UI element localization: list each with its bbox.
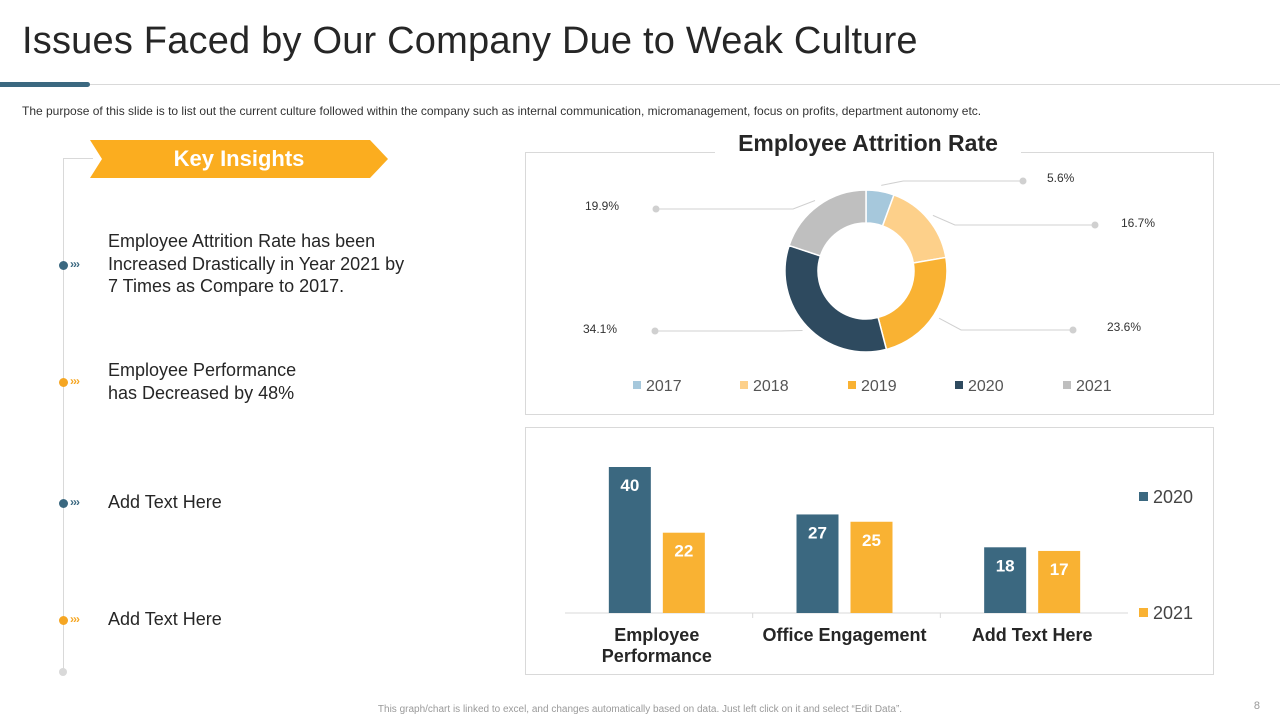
- legend-label: 2021: [1076, 378, 1112, 395]
- bar-value-label: 40: [620, 476, 639, 495]
- insight-1-line-3: 7 Times as Compare to 2017.: [108, 276, 345, 296]
- timeline-cap: [63, 158, 93, 159]
- legend-swatch: [740, 380, 748, 389]
- pie-label-2019: 23.6%: [1107, 320, 1142, 334]
- legend-swatch: [955, 380, 963, 389]
- insight-1-line-2: Increased Drastically in Year 2021 by: [108, 253, 405, 274]
- legend-label: 2020: [1153, 487, 1194, 507]
- attrition-chart-title: Employee Attrition Rate: [715, 130, 1021, 157]
- leader-dot-2017: [1019, 177, 1027, 185]
- bar-value-label: 17: [1050, 560, 1069, 579]
- bar-2021-1: [850, 521, 893, 613]
- category-label: Performance: [602, 646, 712, 666]
- legend-item-2021: 2021: [1063, 378, 1112, 396]
- category-label: Office Engagement: [762, 625, 926, 645]
- timeline-end-dot: [59, 668, 67, 676]
- donut-slice-2021: [788, 189, 867, 257]
- legend-swatch: [1139, 607, 1148, 617]
- bullet-dot: [59, 616, 68, 625]
- leader-dot-2021: [652, 205, 660, 213]
- leader-dot-2018: [1091, 221, 1099, 229]
- legend-item-2020: 2020: [955, 378, 1004, 396]
- leader-line-2018: [932, 214, 1095, 226]
- footnote: This graph/chart is linked to excel, and…: [377, 704, 903, 715]
- insight-1-line-1: Employee Attrition Rate has been: [108, 231, 376, 251]
- key-insights-title: Key Insights: [173, 146, 305, 171]
- attrition-donut-chart: [651, 177, 1099, 353]
- pie-label-2017: 5.6%: [1047, 171, 1075, 185]
- page-title: Issues Faced by Our Company Due to Weak …: [22, 20, 918, 62]
- legend-label: 2020: [968, 378, 1004, 395]
- bar-2020-0: [608, 467, 651, 613]
- title-divider: [90, 84, 1280, 85]
- bar-value-label: 25: [862, 531, 881, 550]
- pie-label-2018: 16.7%: [1121, 216, 1156, 230]
- chevron-icon: ›››: [70, 612, 80, 626]
- bar-value-label: 22: [674, 542, 693, 561]
- leader-dot-2020: [651, 327, 659, 335]
- page-subtitle: The purpose of this slide is to list out…: [22, 104, 982, 118]
- leader-line-2019: [938, 317, 1073, 331]
- insight-text-1: Employee Attrition Rate has been Increas…: [108, 230, 404, 298]
- pie-label-2020: 34.1%: [583, 322, 618, 336]
- bar-2020-1: [796, 514, 839, 613]
- legend-label: 2018: [753, 378, 789, 395]
- insight-2-line-1: Employee Performance: [108, 360, 297, 380]
- legend-swatch: [1063, 380, 1071, 389]
- bar-value-label: 18: [996, 556, 1015, 575]
- legend-item-2019: 2019: [848, 378, 897, 396]
- bar-2021-2: [1038, 550, 1081, 613]
- bullet-dot: [59, 261, 68, 270]
- bar-legend-2021: 2021: [1139, 603, 1193, 624]
- leader-line-2021: [656, 200, 816, 210]
- donut-slice-2020: [784, 244, 888, 353]
- legend-label: 2019: [861, 378, 897, 395]
- bar-value-label: 27: [808, 523, 827, 542]
- legend-swatch: [848, 380, 856, 389]
- donut-slice-2018: [881, 194, 947, 264]
- title-accent-bar: [0, 82, 90, 87]
- bar-2020-2: [984, 547, 1027, 613]
- category-label: Employee: [614, 625, 699, 645]
- pie-label-2021: 19.9%: [585, 199, 620, 213]
- bullet-dot: [59, 499, 68, 508]
- bar-2021-0: [662, 532, 705, 613]
- bar-legend-2020: 2020: [1139, 487, 1193, 508]
- legend-item-2018: 2018: [740, 378, 789, 396]
- donut-slice-2019: [877, 256, 948, 351]
- banner-shape: [90, 140, 388, 178]
- bullet-dot: [59, 378, 68, 387]
- key-insights-banner: [90, 140, 388, 178]
- leader-dot-2019: [1069, 326, 1077, 334]
- insight-2-line-2: has Decreased by 48%: [108, 382, 295, 403]
- page-number: 8: [1253, 700, 1260, 712]
- insight-text-4: Add Text Here: [108, 609, 222, 629]
- legend-item-2017: 2017: [633, 378, 682, 396]
- legend-label: 2017: [646, 378, 682, 395]
- chevron-icon: ›››: [70, 374, 80, 388]
- insights-timeline: [63, 158, 64, 672]
- legend-swatch: [1139, 491, 1148, 501]
- chevron-icon: ›››: [70, 257, 80, 271]
- legend-label: 2021: [1153, 603, 1194, 623]
- insight-text-3: Add Text Here: [108, 492, 222, 512]
- category-label: Add Text Here: [972, 625, 1093, 645]
- legend-swatch: [633, 380, 641, 389]
- insight-text-2: Employee Performance has Decreased by 48…: [108, 359, 296, 404]
- chevron-icon: ›››: [70, 495, 80, 509]
- leader-line-2017: [881, 180, 1023, 186]
